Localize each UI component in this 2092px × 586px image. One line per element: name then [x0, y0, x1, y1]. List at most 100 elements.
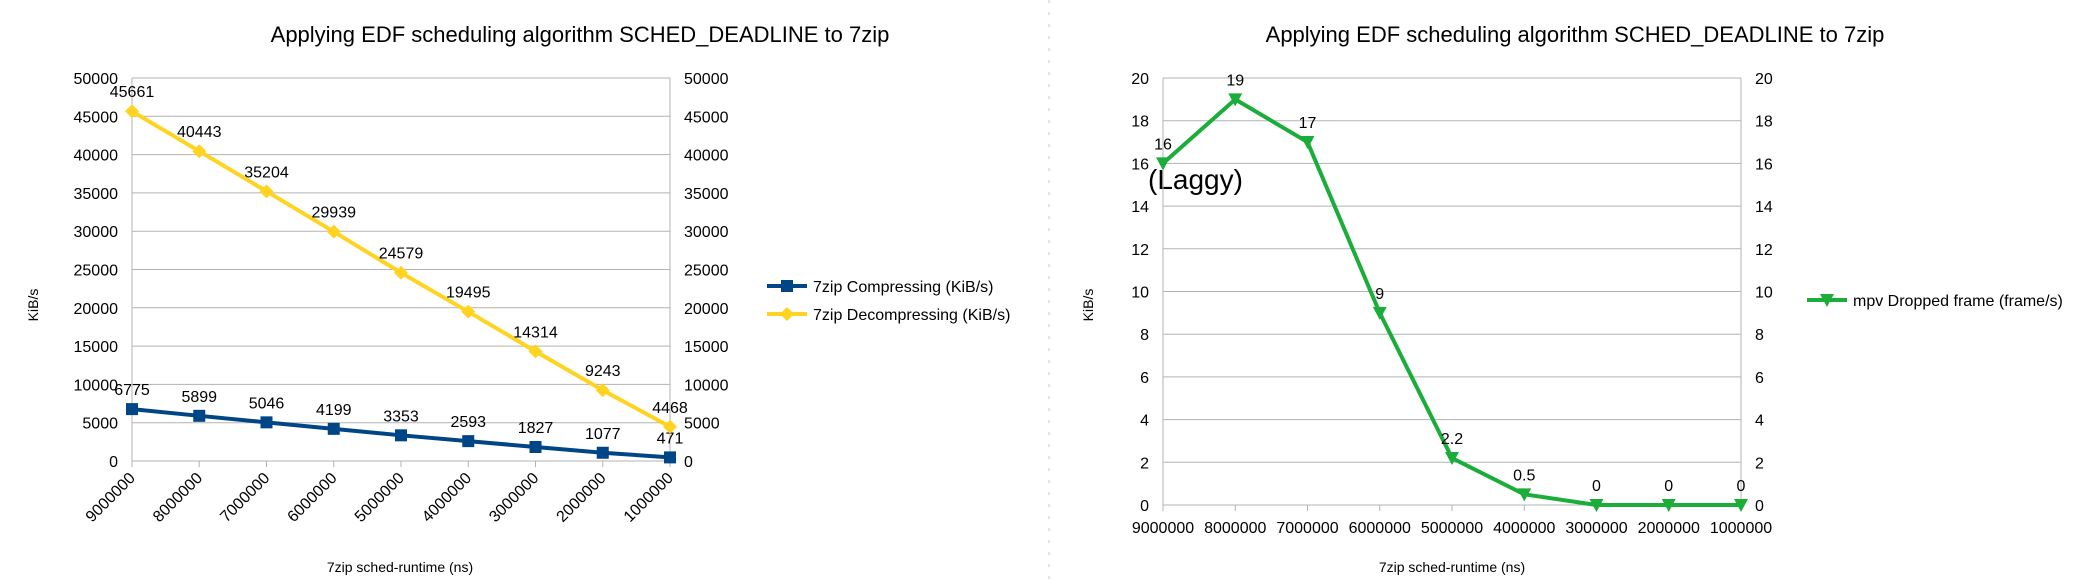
y-tick-label-left: 30000: [74, 224, 119, 241]
data-point: [595, 383, 610, 398]
data-label: 14314: [513, 324, 558, 341]
x-tick-label: 8000000: [150, 470, 206, 526]
y-tick-label-right: 12: [1755, 242, 1773, 259]
legend-marker: [1820, 294, 1834, 307]
x-axis-label: 7zip sched-runtime (ns): [327, 559, 473, 575]
y-tick-label-left: 40000: [74, 148, 119, 165]
x-tick-label: 3000000: [1565, 520, 1627, 537]
data-point: [326, 224, 341, 239]
data-label: 4199: [316, 402, 352, 419]
y-tick-label-left: 6: [1140, 370, 1149, 387]
data-label: 16: [1154, 136, 1172, 153]
x-tick-label: 4000000: [1493, 520, 1555, 537]
gridlines: [131, 77, 671, 462]
data-point: [528, 344, 543, 359]
y-tick-label-left: 16: [1131, 156, 1149, 173]
data-point: [1517, 488, 1532, 502]
y-tick-label-left: 5000: [82, 416, 118, 433]
chart-title: Applying EDF scheduling algorithm SCHED_…: [271, 22, 890, 47]
data-point: [1156, 157, 1170, 171]
y-tick-label-right: 35000: [684, 186, 729, 203]
data-point: [260, 416, 273, 429]
y-tick-label-right: 6: [1755, 370, 1764, 387]
data-point: [663, 419, 677, 434]
data-point: [1372, 306, 1387, 320]
data-label: 24579: [379, 246, 424, 263]
y-tick-label-right: 0: [1755, 498, 1764, 515]
y-tick-label-left: 8: [1140, 327, 1149, 344]
data-point: [126, 403, 138, 416]
y-tick-label-left: 0: [109, 454, 118, 471]
y-tick-label-right: 2: [1755, 455, 1764, 472]
y-tick-label-left: 20000: [74, 301, 119, 318]
data-label: 9243: [585, 363, 621, 380]
data-label: 4468: [652, 400, 688, 417]
legend-marker: [780, 307, 794, 321]
y-tick-label-left: 10000: [74, 377, 119, 394]
data-label: 29939: [312, 205, 357, 222]
data-label: 1077: [585, 426, 621, 443]
data-label: 2.2: [1441, 431, 1463, 448]
x-tick-label: 2000000: [554, 470, 610, 526]
x-tick-label: 2000000: [1638, 520, 1700, 537]
data-label: 9: [1375, 286, 1384, 303]
data-label: 0.5: [1513, 467, 1535, 484]
x-tick-label: 3000000: [486, 470, 542, 526]
y-tick-label-left: 2: [1140, 455, 1149, 472]
y-tick-label-right: 10000: [684, 377, 729, 394]
x-tick-label: 8000000: [1204, 520, 1266, 537]
legend-label: 7zip Compressing (KiB/s): [813, 279, 994, 296]
legend: mpv Dropped frame (frame/s): [1807, 293, 2063, 310]
data-point: [1589, 499, 1604, 512]
y-tick-label-right: 0: [684, 454, 693, 471]
y-axis-ticks-right: 0 5000 10000 15000 20000 25000 30000 35000 40000…: [684, 71, 729, 471]
chart-title: Applying EDF scheduling algorithm SCHED_…: [1266, 22, 1885, 47]
x-axis-ticks: 9000000 8000000 7000000 6000000 5000000 40000…: [1132, 505, 1772, 537]
data-label: 6775: [114, 382, 150, 399]
y-tick-label-right: 5000: [684, 416, 720, 433]
chart-annotation: (Laggy): [1148, 164, 1243, 195]
y-tick-label-right: 8: [1755, 327, 1764, 344]
data-label: 1827: [518, 420, 554, 437]
data-point: [193, 409, 206, 422]
y-tick-label-left: 25000: [74, 263, 119, 280]
x-tick-label: 7000000: [1276, 520, 1338, 537]
data-point: [394, 265, 408, 280]
data-label: 40443: [177, 124, 222, 141]
y-tick-label-right: 20: [1755, 71, 1773, 88]
data-label: 17: [1299, 115, 1317, 132]
data-label: 3353: [383, 408, 419, 425]
y-tick-label-left: 14: [1131, 199, 1149, 216]
legend: 7zip Compressing (KiB/s) 7zip Decompressi…: [767, 279, 1010, 324]
data-point: [1300, 136, 1315, 150]
y-tick-label-right: 20000: [684, 301, 729, 318]
data-label: 2593: [450, 414, 486, 431]
x-tick-label: 9000000: [83, 470, 139, 526]
data-point: [1734, 499, 1748, 512]
gridlines: [1162, 77, 1742, 506]
data-point: [664, 451, 676, 464]
data-label: 19495: [446, 285, 491, 302]
data-point: [596, 446, 609, 459]
y-tick-label-right: 30000: [684, 224, 729, 241]
x-tick-label: 6000000: [1349, 520, 1411, 537]
data-label: 19: [1226, 72, 1244, 89]
data-label: 45661: [110, 84, 155, 101]
legend-label: 7zip Decompressing (KiB/s): [813, 307, 1010, 324]
y-tick-label-left: 0: [1140, 498, 1149, 515]
legend-marker: [781, 280, 793, 292]
x-axis-label: 7zip sched-runtime (ns): [1379, 559, 1525, 575]
y-tick-label-right: 18: [1755, 114, 1773, 131]
x-tick-label: 5000000: [352, 470, 408, 526]
data-label: 471: [657, 430, 684, 447]
y-tick-label-right: 4: [1755, 413, 1764, 430]
y-axis-ticks-left: 0 5000 10000 15000 20000 25000 30000 35000 40000…: [74, 71, 119, 471]
legend-label: mpv Dropped frame (frame/s): [1853, 293, 2063, 310]
x-tick-label: 1000000: [1710, 520, 1772, 537]
y-axis-ticks-left: 0 2 4 6 8 10 12 14 16 18 20: [1131, 71, 1149, 515]
y-axis-ticks-right: 0 2 4 6 8 10 12 14 16 18 20: [1755, 71, 1773, 515]
y-tick-label-right: 14: [1755, 199, 1773, 216]
data-point: [1661, 499, 1676, 512]
data-label: 0: [1664, 478, 1673, 495]
